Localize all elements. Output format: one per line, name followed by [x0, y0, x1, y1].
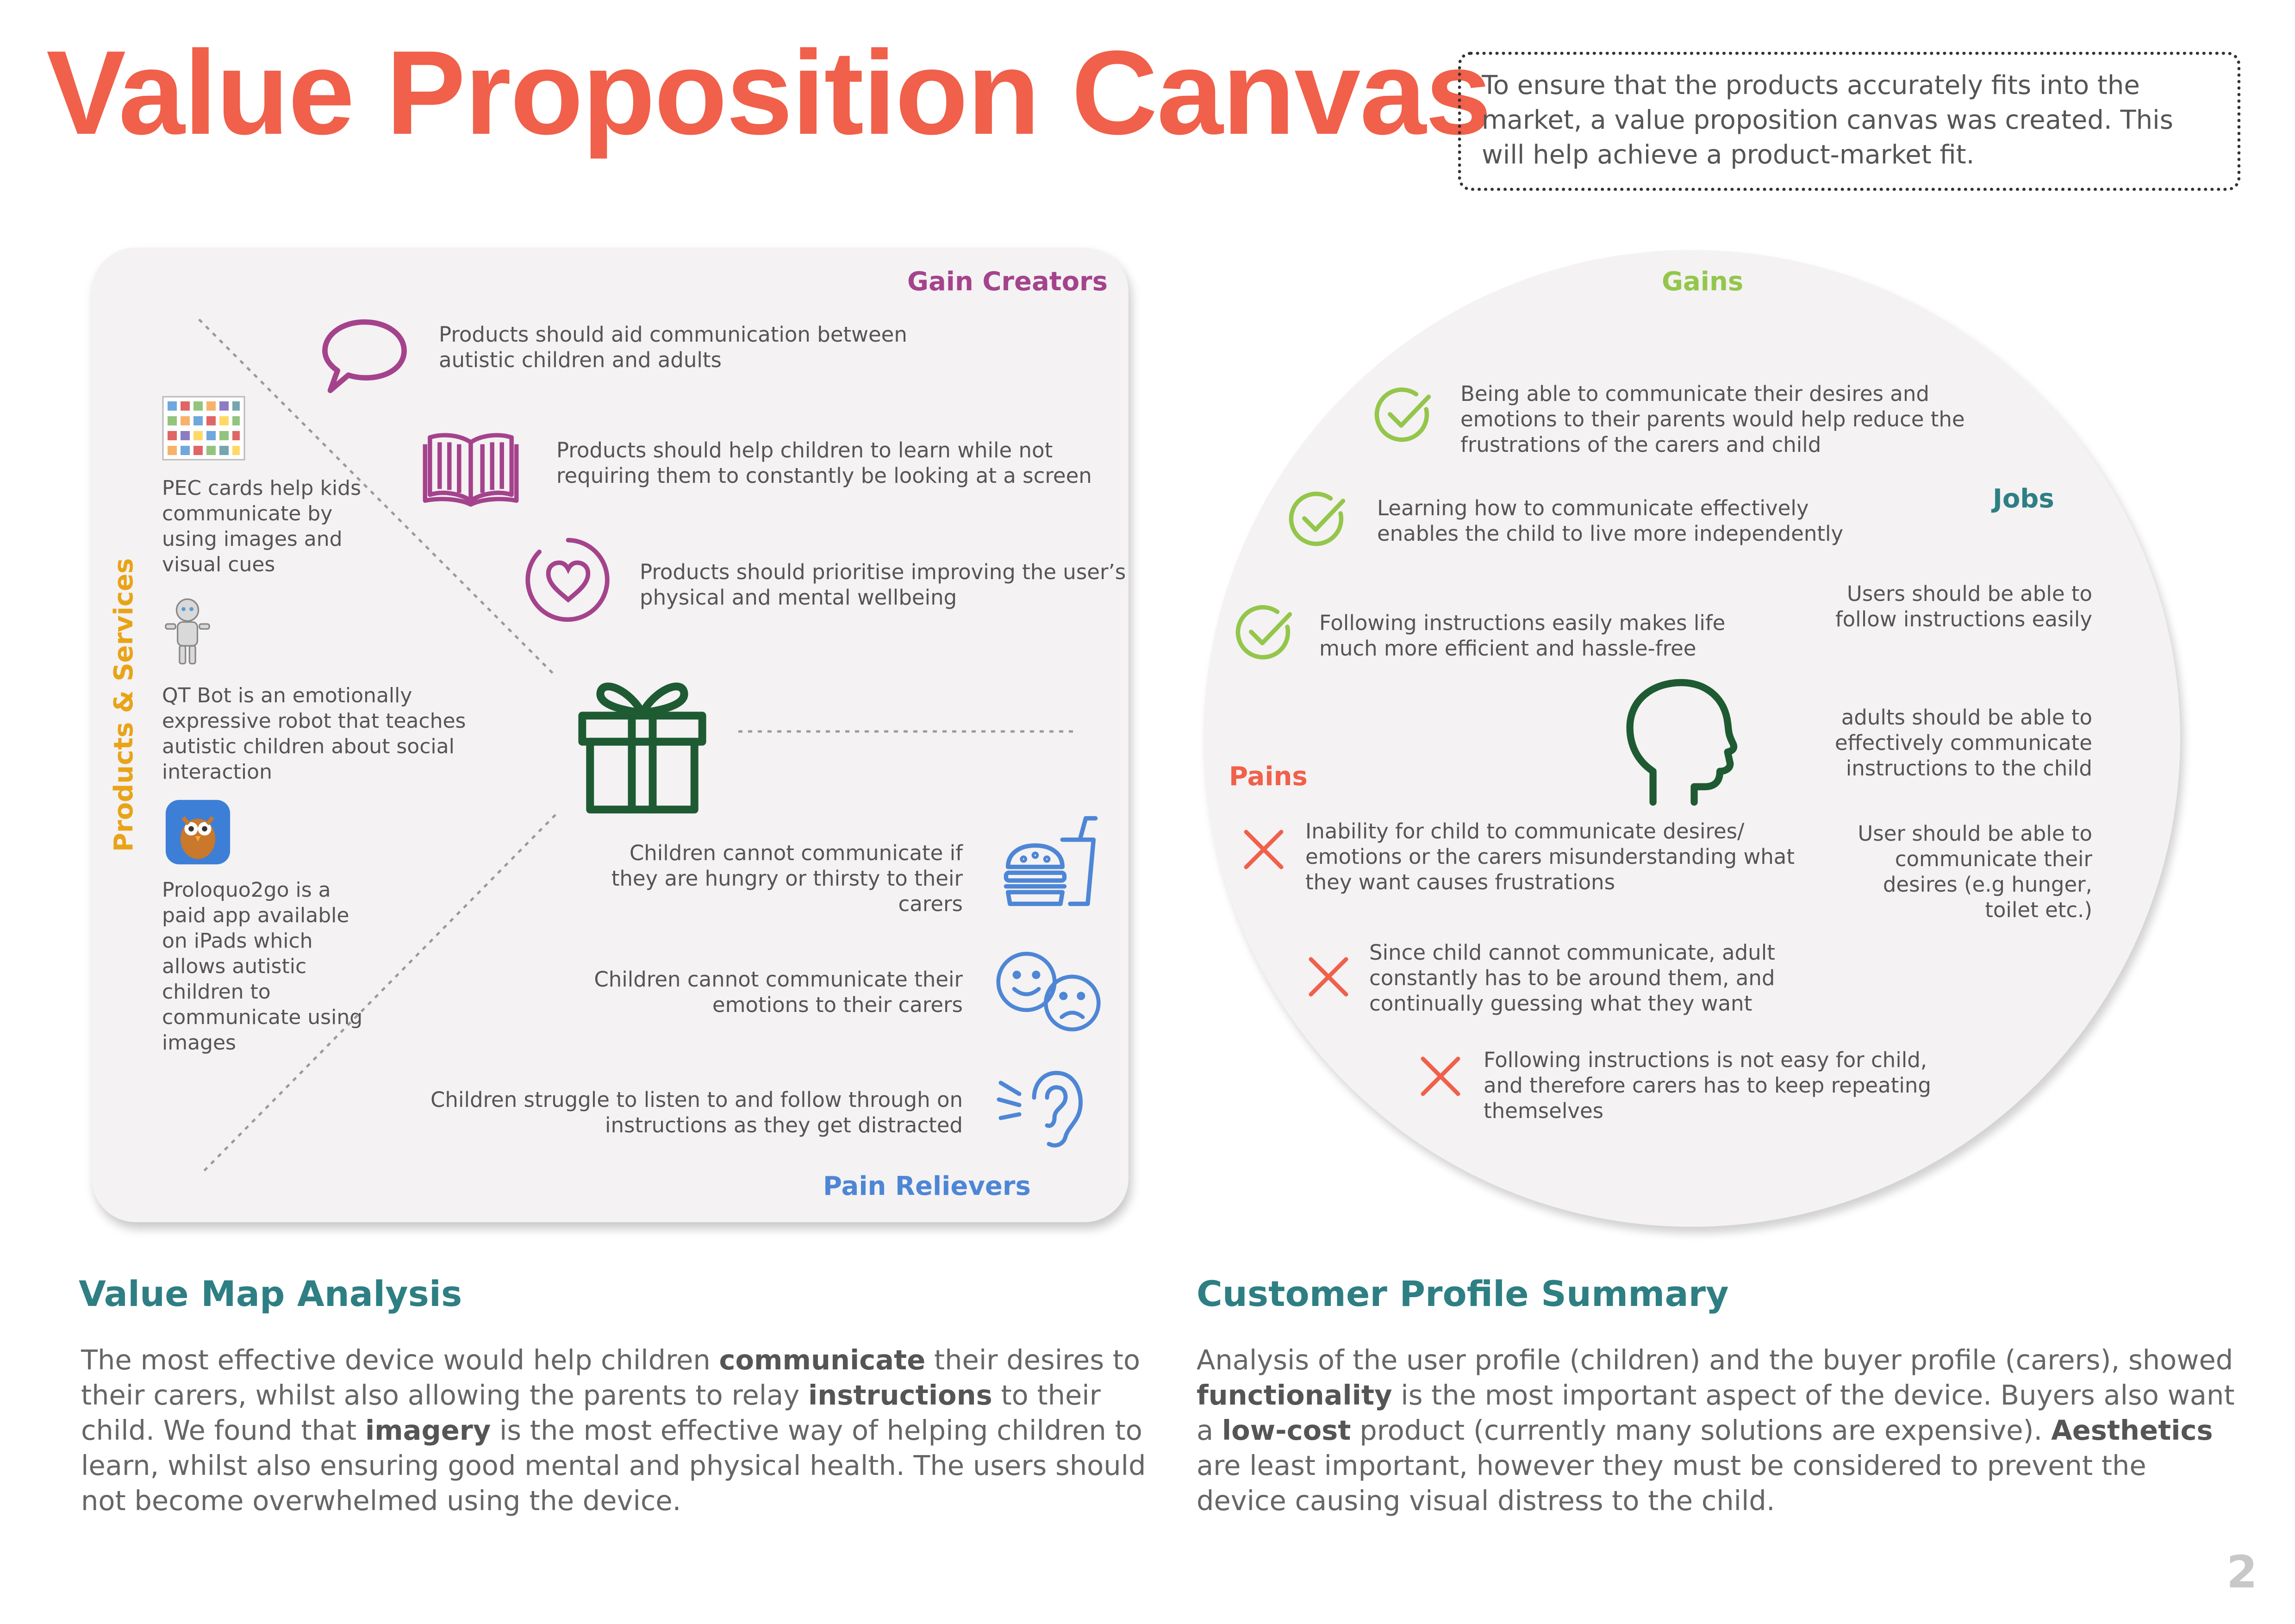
customer-profile-summary-text: Analysis of the user profile (children) … [1197, 1344, 2235, 1517]
heart-circle-icon [523, 535, 613, 625]
gain-creator-text-2: Products should help children to learn w… [556, 438, 1092, 488]
pain-relievers-title: Pain Relievers [823, 1171, 1031, 1201]
pain-reliever-text-2: Children cannot communicate their emotio… [594, 967, 963, 1017]
qt-bot-image [157, 597, 218, 667]
emotion-faces-icon [991, 947, 1106, 1035]
gain-text-3: Following instructions easily makes life… [1319, 611, 1726, 661]
cross-icon [1417, 1053, 1464, 1099]
gift-icon [576, 671, 708, 815]
head-profile-icon [1625, 678, 1740, 808]
gain-creator-text-1: Products should aid communication betwee… [439, 322, 907, 372]
food-drink-icon [1002, 812, 1099, 910]
products-services-text-1: PEC cards help kids communicate by using… [162, 476, 362, 576]
open-book-icon [422, 428, 519, 507]
gain-text-1: Being able to communicate their desires … [1460, 381, 1965, 457]
pains-title: Pains [1229, 762, 1308, 792]
cross-icon [1241, 826, 1287, 873]
products-services-title: Products & Services [109, 558, 139, 852]
check-icon [1287, 488, 1349, 551]
job-text-3: User should be able to communicate their… [1858, 821, 2092, 922]
proloquo2go-app-icon [164, 799, 231, 866]
check-icon [1372, 384, 1435, 447]
jobs-title: Jobs [1993, 484, 2054, 514]
pain-text-2: Since child cannot communicate, adult co… [1369, 940, 1775, 1016]
gains-title: Gains [1662, 267, 1744, 297]
intro-note: To ensure that the products accurately f… [1458, 52, 2240, 191]
emphasis-text: functionality [1197, 1379, 1392, 1411]
emphasis-text: instructions [808, 1379, 992, 1411]
customer-profile-summary-title: Customer Profile Summary [1197, 1273, 1729, 1314]
ear-listening-icon [995, 1062, 1097, 1155]
emphasis-text: communicate [719, 1344, 926, 1376]
page-title: Value Proposition Canvas [46, 25, 1492, 159]
job-text-1: Users should be able to follow instructi… [1835, 581, 2092, 631]
gain-creator-text-3: Products should prioritise improving the… [640, 560, 1126, 610]
pain-text-1: Inability for child to communicate desir… [1305, 819, 1795, 894]
cross-icon [1305, 954, 1352, 1000]
emphasis-text: low-cost [1222, 1414, 1351, 1446]
products-services-text-3: Proloquo2go is a paid app available on i… [162, 878, 363, 1055]
check-icon [1234, 602, 1296, 664]
value-map-analysis-title: Value Map Analysis [79, 1273, 462, 1314]
products-services-text-2: QT Bot is an emotionally expressive robo… [162, 684, 466, 784]
emphasis-text: imagery [365, 1414, 491, 1446]
job-text-2: adults should be able to effectively com… [1834, 705, 2092, 781]
gain-text-2: Learning how to communicate effectively … [1377, 496, 1844, 546]
customer-profile-circle [1204, 250, 2180, 1227]
pain-reliever-text-3: Children struggle to listen to and follo… [430, 1087, 963, 1137]
pain-reliever-text-1: Children cannot communicate if they are … [611, 841, 963, 916]
speech-bubble-icon [319, 315, 410, 396]
value-map-analysis-text: The most effective device would help chi… [81, 1344, 1146, 1517]
pec-cards-image [162, 396, 245, 461]
page-number: 2 [2226, 1546, 2258, 1598]
gain-creators-title: Gain Creators [907, 267, 1108, 297]
emphasis-text: Aesthetics [2051, 1414, 2213, 1446]
pain-text-3: Following instructions is not easy for c… [1484, 1048, 1931, 1123]
